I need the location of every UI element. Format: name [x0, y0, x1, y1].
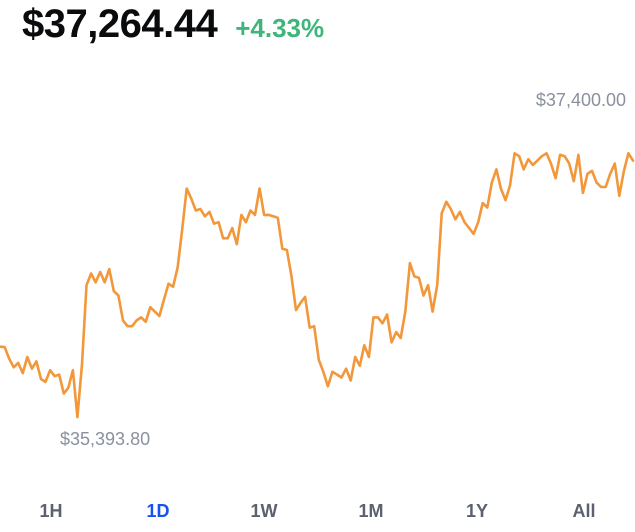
price-line [0, 152, 635, 419]
range-1y-button[interactable]: 1Y [465, 501, 489, 521]
range-1m-button[interactable]: 1M [358, 501, 384, 521]
chart-high-label: $37,400.00 [535, 90, 626, 110]
range-1d-button[interactable]: 1D [146, 501, 170, 521]
range-1w-button[interactable]: 1W [250, 501, 278, 521]
range-1h-button[interactable]: 1H [39, 501, 63, 521]
chart-low-label: $35,393.80 [60, 429, 151, 449]
price-change-percent: +4.33% [235, 13, 325, 43]
current-price: $37,264.44 [22, 2, 218, 46]
price-header: $37,264.44 +4.33% [22, 2, 324, 47]
time-range-selector: 1H 1D 1W 1M 1Y All [0, 501, 635, 525]
range-all-button[interactable]: All [572, 501, 596, 521]
